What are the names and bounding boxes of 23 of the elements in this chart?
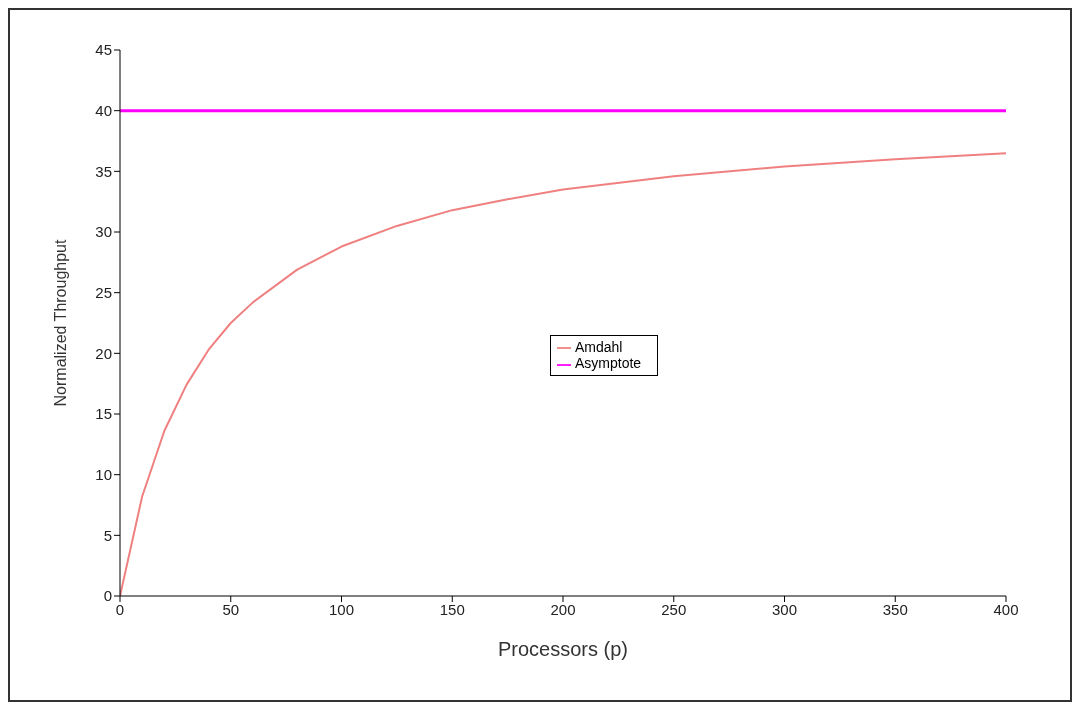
y-tick-label: 15 (95, 405, 112, 423)
x-tick-label: 350 (882, 600, 908, 618)
y-tick-label: 30 (95, 223, 112, 241)
x-tick-label: 300 (771, 600, 798, 618)
x-tick-label: 0 (115, 600, 125, 618)
x-tick-label: 50 (222, 600, 240, 618)
legend-label: Asymptote (575, 355, 642, 372)
y-tick-label: 40 (95, 101, 112, 119)
legend-label: Amdahl (575, 339, 623, 355)
y-tick-label: 45 (95, 41, 112, 59)
x-tick-label: 250 (661, 600, 687, 618)
x-tick-label: 200 (550, 600, 576, 618)
y-tick-label: 10 (95, 465, 112, 483)
x-tick-label: 400 (993, 600, 1019, 618)
y-tick-label: 35 (95, 162, 112, 180)
y-tick-label: 25 (95, 283, 112, 301)
x-tick-label: 150 (439, 600, 465, 618)
y-tick-label: 0 (103, 587, 112, 605)
y-tick-label: 20 (95, 344, 112, 362)
x-tick-label: 100 (328, 600, 355, 618)
y-tick-label: 5 (103, 526, 112, 544)
x-axis-title: Processors (p) (497, 638, 629, 660)
y-axis-title: Normalized Throughput (51, 238, 69, 407)
